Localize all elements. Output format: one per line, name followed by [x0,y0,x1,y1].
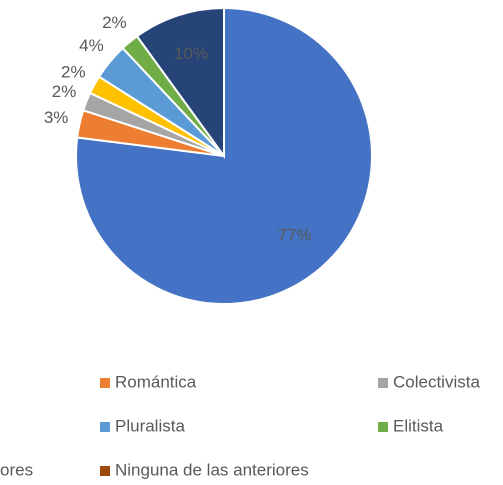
data-label: 2% [102,13,127,32]
data-label: 10% [174,44,208,63]
legend-label: Elitista [393,416,444,435]
legend-label: ores [0,460,33,479]
data-label: 4% [79,36,104,55]
legend-label: Pluralista [115,416,185,435]
legend-marker [378,378,388,388]
data-label: 3% [44,108,69,127]
data-label: 2% [61,63,86,82]
legend-label: Ninguna de las anteriores [115,460,309,479]
legend-label: Romántica [115,372,197,391]
pie-slice [135,6,225,160]
data-label: 77% [277,225,311,244]
legend-marker [100,466,110,476]
legend-marker [100,422,110,432]
legend-marker [378,422,388,432]
legend-marker [100,378,110,388]
legend-label: Colectivista [393,372,480,391]
data-label: 2% [52,82,77,101]
